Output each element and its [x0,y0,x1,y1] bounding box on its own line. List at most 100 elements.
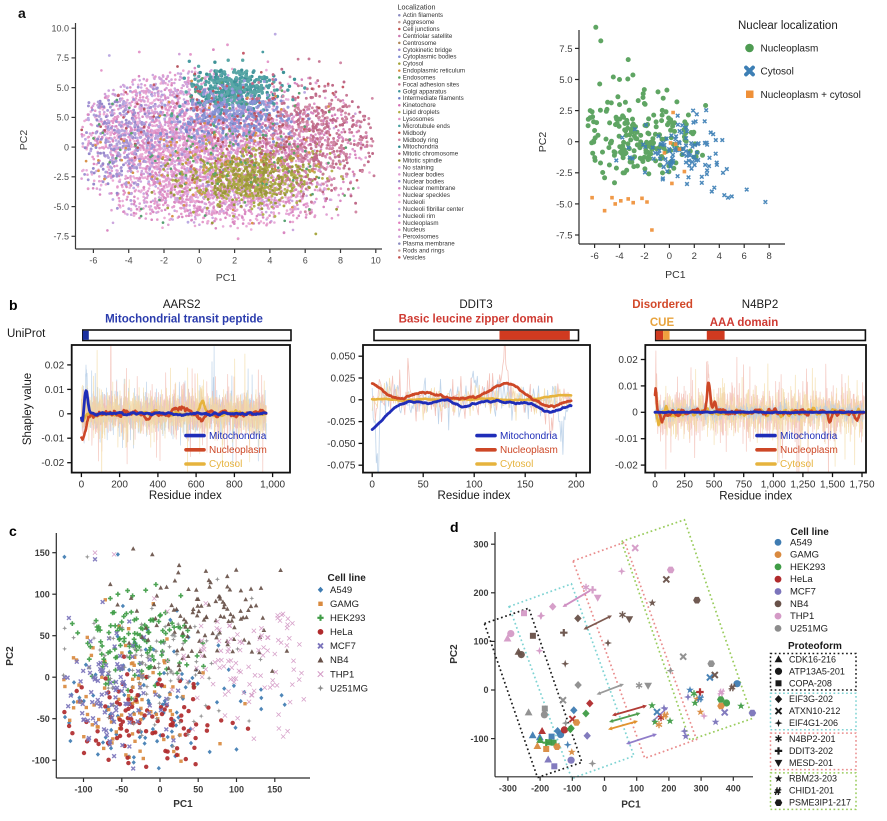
svg-text:-0.01: -0.01 [615,434,638,445]
svg-text:0: 0 [59,409,65,420]
svg-text:AARS2: AARS2 [163,299,201,311]
svg-text:750: 750 [735,480,752,491]
svg-text:-100: -100 [74,785,92,795]
svg-text:Nuclear bodies: Nuclear bodies [403,178,444,185]
svg-text:Basic leucine zipper domain: Basic leucine zipper domain [399,314,554,326]
svg-text:A549: A549 [330,585,352,596]
svg-text:Focal adhesion sites: Focal adhesion sites [403,81,459,88]
svg-text:-7.5: -7.5 [556,230,572,241]
svg-text:100: 100 [629,784,644,794]
svg-text:8: 8 [338,256,343,266]
svg-text:-100: -100 [563,784,581,794]
svg-text:1,750: 1,750 [849,480,874,491]
svg-text:A549: A549 [790,537,812,548]
svg-text:0: 0 [667,251,672,262]
svg-text:Cytosol: Cytosol [761,67,794,78]
svg-text:Cytosol: Cytosol [500,459,533,470]
svg-text:400: 400 [726,784,741,794]
svg-text:No staining: No staining [403,164,435,171]
svg-text:HEK293: HEK293 [790,562,825,573]
svg-text:Mitochondrial transit peptide: Mitochondrial transit peptide [105,314,263,326]
svg-text:DDIT3: DDIT3 [459,299,492,311]
svg-text:MCF7: MCF7 [330,641,356,652]
svg-text:6: 6 [742,251,747,262]
svg-text:600: 600 [188,480,205,491]
svg-text:Mitochondria: Mitochondria [403,144,439,151]
svg-text:Proteoform: Proteoform [788,641,842,652]
svg-text:250: 250 [676,480,693,491]
svg-text:800: 800 [226,480,243,491]
svg-text:-5.0: -5.0 [556,199,572,210]
svg-text:Centriolar satellite: Centriolar satellite [403,33,453,40]
svg-text:Localization: Localization [398,3,436,12]
svg-text:-6: -6 [89,256,97,266]
svg-text:HeLa: HeLa [330,627,353,638]
svg-text:5.0: 5.0 [56,83,69,93]
svg-text:COPA-208: COPA-208 [789,678,832,688]
svg-text:7.5: 7.5 [559,44,572,55]
svg-text:N4BP2-201: N4BP2-201 [789,734,836,744]
svg-text:0.02: 0.02 [618,355,638,366]
svg-text:Cell junctions: Cell junctions [403,26,440,33]
svg-text:Nuclear speckles: Nuclear speckles [403,192,450,199]
svg-text:Nucleoplasm: Nucleoplasm [500,445,558,456]
svg-text:500: 500 [706,480,723,491]
svg-text:-0.025: -0.025 [327,417,356,428]
svg-text:0.01: 0.01 [45,385,65,396]
svg-text:0: 0 [64,142,69,152]
svg-text:CUE: CUE [650,317,675,329]
svg-text:HEK293: HEK293 [330,613,365,624]
svg-text:-6: -6 [590,251,598,262]
svg-text:Nucleoplasm: Nucleoplasm [761,44,819,55]
svg-text:UniProt: UniProt [7,328,46,340]
svg-text:Mitochondria: Mitochondria [500,431,558,442]
svg-text:0: 0 [157,785,162,795]
svg-text:150: 150 [35,548,50,558]
svg-text:Residue index: Residue index [719,491,792,503]
svg-text:0: 0 [632,408,638,419]
svg-text:2: 2 [232,256,237,266]
svg-text:c: c [9,523,17,539]
svg-text:1,000: 1,000 [260,480,285,491]
svg-text:Cytosol: Cytosol [780,459,813,470]
svg-text:Nucleoplasm + cytosol: Nucleoplasm + cytosol [761,90,861,101]
svg-text:-0.01: -0.01 [41,434,64,445]
svg-text:0: 0 [350,395,356,406]
svg-text:GAMG: GAMG [790,550,819,561]
svg-text:0: 0 [652,480,658,491]
svg-text:Rods and rings: Rods and rings [403,248,445,255]
svg-text:MCF7: MCF7 [790,587,816,598]
svg-text:150: 150 [517,480,534,491]
svg-text:100: 100 [466,480,483,491]
svg-text:Shapley value: Shapley value [22,373,34,445]
svg-text:10.0: 10.0 [51,23,69,33]
svg-text:-50: -50 [37,714,50,724]
svg-text:Nuclear localization: Nuclear localization [738,20,838,32]
svg-text:200: 200 [111,480,128,491]
svg-text:Intermediate filaments: Intermediate filaments [403,95,464,102]
svg-text:Nuclear membrane: Nuclear membrane [403,185,456,192]
svg-text:PC2: PC2 [18,130,30,151]
svg-text:Nucleoplasm: Nucleoplasm [780,445,838,456]
svg-text:Cytosol: Cytosol [403,61,424,68]
svg-text:100: 100 [229,785,244,795]
svg-text:50: 50 [40,631,50,641]
svg-text:Nucleoplasm: Nucleoplasm [209,445,267,456]
svg-text:0: 0 [602,784,607,794]
svg-text:0.025: 0.025 [330,373,355,384]
svg-text:ATXN10-212: ATXN10-212 [789,706,840,716]
svg-text:d: d [450,519,459,535]
svg-text:8: 8 [767,251,772,262]
svg-text:GAMG: GAMG [330,599,359,610]
svg-text:Lysosomes: Lysosomes [403,116,434,123]
svg-text:150: 150 [267,785,282,795]
svg-text:200: 200 [568,480,585,491]
svg-text:NB4: NB4 [790,599,808,610]
svg-text:2: 2 [692,251,697,262]
svg-text:THP1: THP1 [330,669,354,680]
svg-text:PC1: PC1 [216,272,237,284]
svg-text:N4BP2: N4BP2 [742,299,778,311]
svg-text:PC1: PC1 [665,269,686,281]
svg-text:-4: -4 [125,256,133,266]
svg-text:0: 0 [369,480,375,491]
